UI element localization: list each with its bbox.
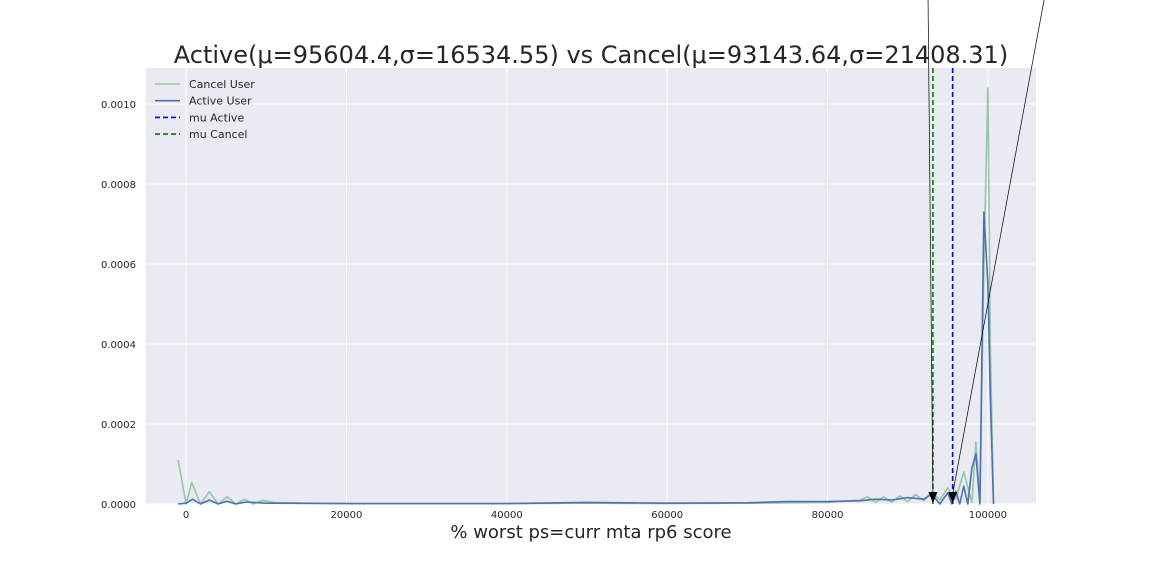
series-active-user: [178, 211, 995, 505]
y-tick-label: 0.0004: [101, 340, 136, 351]
y-tick-label: 0.0006: [101, 260, 136, 271]
y-tick-label: 0.0000: [101, 500, 136, 511]
arrow-mu-active-head: [948, 492, 958, 503]
plot-background: [146, 68, 1036, 504]
chart-title: Active(μ=95604.4,σ=16534.55) vs Cancel(μ…: [174, 41, 1008, 69]
x-tick-label: 100000: [969, 510, 1007, 521]
arrow-mu-active-line: [952, 0, 1045, 495]
arrow-annotations: [927, 0, 1045, 503]
legend: Cancel User Active User mu Active mu Cancel: [155, 78, 255, 141]
legend-label-active-user: Active User: [189, 95, 252, 108]
x-tick-label: 20000: [331, 510, 363, 521]
legend-label-cancel-user: Cancel User: [189, 78, 255, 91]
x-tick-label: 80000: [812, 510, 844, 521]
legend-label-mu-active: mu Active: [189, 111, 244, 124]
x-tick-label: 0: [183, 510, 189, 521]
legend-label-mu-cancel: mu Cancel: [189, 128, 247, 141]
x-tick-label: 40000: [491, 510, 523, 521]
y-tick-labels: 0.0000 0.0002 0.0004 0.0006 0.0008 0.0010: [101, 100, 136, 511]
series-layer: [177, 68, 995, 505]
x-axis-label: % worst ps=curr mta rp6 score: [450, 522, 731, 543]
y-tick-label: 0.0010: [101, 100, 136, 111]
x-tick-labels: 0 20000 40000 60000 80000 100000: [183, 510, 1007, 521]
x-tick-label: 60000: [651, 510, 683, 521]
y-tick-label: 0.0008: [101, 180, 136, 191]
arrow-mu-cancel-line: [927, 0, 934, 495]
arrow-mu-cancel-head: [928, 492, 938, 503]
y-tick-label: 0.0002: [101, 420, 136, 431]
